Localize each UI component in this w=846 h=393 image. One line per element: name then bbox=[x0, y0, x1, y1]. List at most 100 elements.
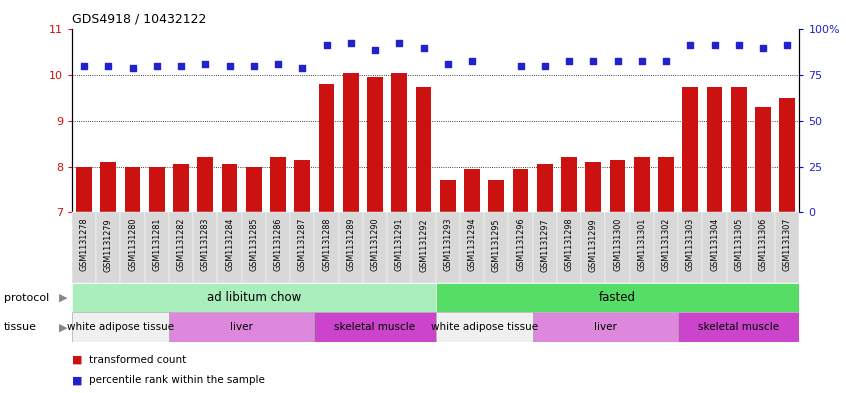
FancyBboxPatch shape bbox=[266, 212, 290, 283]
Bar bbox=[634, 158, 650, 212]
Point bbox=[417, 44, 431, 51]
FancyBboxPatch shape bbox=[484, 212, 508, 283]
FancyBboxPatch shape bbox=[363, 212, 387, 283]
Bar bbox=[76, 167, 92, 212]
Text: GSM1131300: GSM1131300 bbox=[613, 218, 622, 271]
Text: GSM1131281: GSM1131281 bbox=[152, 218, 162, 271]
Text: GSM1131288: GSM1131288 bbox=[322, 218, 331, 271]
Text: GSM1131306: GSM1131306 bbox=[759, 218, 767, 271]
Text: GSM1131279: GSM1131279 bbox=[104, 218, 113, 272]
FancyBboxPatch shape bbox=[96, 212, 120, 283]
Text: GSM1131303: GSM1131303 bbox=[686, 218, 695, 271]
Bar bbox=[585, 162, 602, 212]
Text: GSM1131289: GSM1131289 bbox=[346, 218, 355, 272]
Point bbox=[756, 44, 770, 51]
FancyBboxPatch shape bbox=[120, 212, 145, 283]
Text: GSM1131286: GSM1131286 bbox=[273, 218, 283, 271]
Text: liver: liver bbox=[230, 322, 253, 332]
Text: skeletal muscle: skeletal muscle bbox=[334, 322, 415, 332]
Text: GSM1131305: GSM1131305 bbox=[734, 218, 744, 271]
FancyBboxPatch shape bbox=[751, 212, 775, 283]
FancyBboxPatch shape bbox=[460, 212, 484, 283]
Text: tissue: tissue bbox=[4, 322, 37, 332]
Text: skeletal muscle: skeletal muscle bbox=[698, 322, 779, 332]
FancyBboxPatch shape bbox=[290, 212, 315, 283]
Bar bbox=[149, 167, 165, 212]
FancyBboxPatch shape bbox=[727, 212, 751, 283]
Point bbox=[126, 65, 140, 72]
FancyBboxPatch shape bbox=[193, 212, 217, 283]
FancyBboxPatch shape bbox=[387, 212, 411, 283]
Point bbox=[441, 61, 454, 67]
Point bbox=[659, 58, 673, 64]
FancyBboxPatch shape bbox=[508, 212, 533, 283]
Text: GSM1131284: GSM1131284 bbox=[225, 218, 234, 271]
FancyBboxPatch shape bbox=[678, 212, 702, 283]
Bar bbox=[415, 86, 431, 212]
Bar bbox=[683, 86, 698, 212]
Bar bbox=[658, 158, 674, 212]
Bar bbox=[706, 86, 722, 212]
Bar bbox=[755, 107, 771, 212]
Point bbox=[684, 42, 697, 49]
Bar bbox=[367, 77, 383, 212]
Point bbox=[465, 58, 479, 64]
Bar bbox=[513, 169, 529, 212]
Text: GSM1131282: GSM1131282 bbox=[177, 218, 185, 272]
Text: ■: ■ bbox=[72, 355, 82, 365]
Bar bbox=[173, 164, 189, 212]
Text: GSM1131304: GSM1131304 bbox=[710, 218, 719, 271]
Point bbox=[247, 63, 261, 69]
Text: GSM1131295: GSM1131295 bbox=[492, 218, 501, 272]
Text: GSM1131302: GSM1131302 bbox=[662, 218, 671, 271]
FancyBboxPatch shape bbox=[557, 212, 581, 283]
FancyBboxPatch shape bbox=[606, 212, 629, 283]
Bar bbox=[440, 180, 456, 212]
Text: GSM1131278: GSM1131278 bbox=[80, 218, 89, 272]
Bar bbox=[610, 160, 625, 212]
Text: ▶: ▶ bbox=[59, 293, 68, 303]
Bar bbox=[561, 158, 577, 212]
Text: GSM1131280: GSM1131280 bbox=[128, 218, 137, 271]
Bar bbox=[319, 84, 334, 212]
Point bbox=[295, 65, 309, 72]
FancyBboxPatch shape bbox=[436, 312, 533, 342]
Point bbox=[320, 42, 333, 49]
FancyBboxPatch shape bbox=[678, 312, 799, 342]
Point bbox=[368, 47, 382, 53]
Text: GSM1131285: GSM1131285 bbox=[250, 218, 258, 272]
FancyBboxPatch shape bbox=[217, 212, 242, 283]
Bar bbox=[270, 158, 286, 212]
Text: ■: ■ bbox=[72, 375, 82, 385]
Bar bbox=[101, 162, 116, 212]
Text: GSM1131293: GSM1131293 bbox=[443, 218, 453, 272]
FancyBboxPatch shape bbox=[315, 312, 436, 342]
Bar bbox=[197, 158, 213, 212]
Point bbox=[538, 63, 552, 69]
Text: GSM1131290: GSM1131290 bbox=[371, 218, 380, 272]
Text: GSM1131292: GSM1131292 bbox=[419, 218, 428, 272]
FancyBboxPatch shape bbox=[72, 283, 436, 312]
FancyBboxPatch shape bbox=[702, 212, 727, 283]
FancyBboxPatch shape bbox=[436, 212, 460, 283]
Point bbox=[514, 63, 527, 69]
FancyBboxPatch shape bbox=[581, 212, 606, 283]
FancyBboxPatch shape bbox=[533, 312, 678, 342]
Point bbox=[199, 61, 212, 67]
Bar bbox=[222, 164, 238, 212]
FancyBboxPatch shape bbox=[169, 212, 193, 283]
Bar bbox=[392, 73, 407, 212]
FancyBboxPatch shape bbox=[169, 312, 315, 342]
Text: GSM1131307: GSM1131307 bbox=[783, 218, 792, 271]
Text: GSM1131301: GSM1131301 bbox=[637, 218, 646, 271]
Bar bbox=[124, 167, 140, 212]
Point bbox=[77, 63, 91, 69]
FancyBboxPatch shape bbox=[629, 212, 654, 283]
Bar bbox=[343, 73, 359, 212]
Point bbox=[708, 42, 722, 49]
FancyBboxPatch shape bbox=[315, 212, 338, 283]
Point bbox=[102, 63, 115, 69]
FancyBboxPatch shape bbox=[72, 312, 169, 342]
Point bbox=[586, 58, 600, 64]
Point bbox=[222, 63, 236, 69]
